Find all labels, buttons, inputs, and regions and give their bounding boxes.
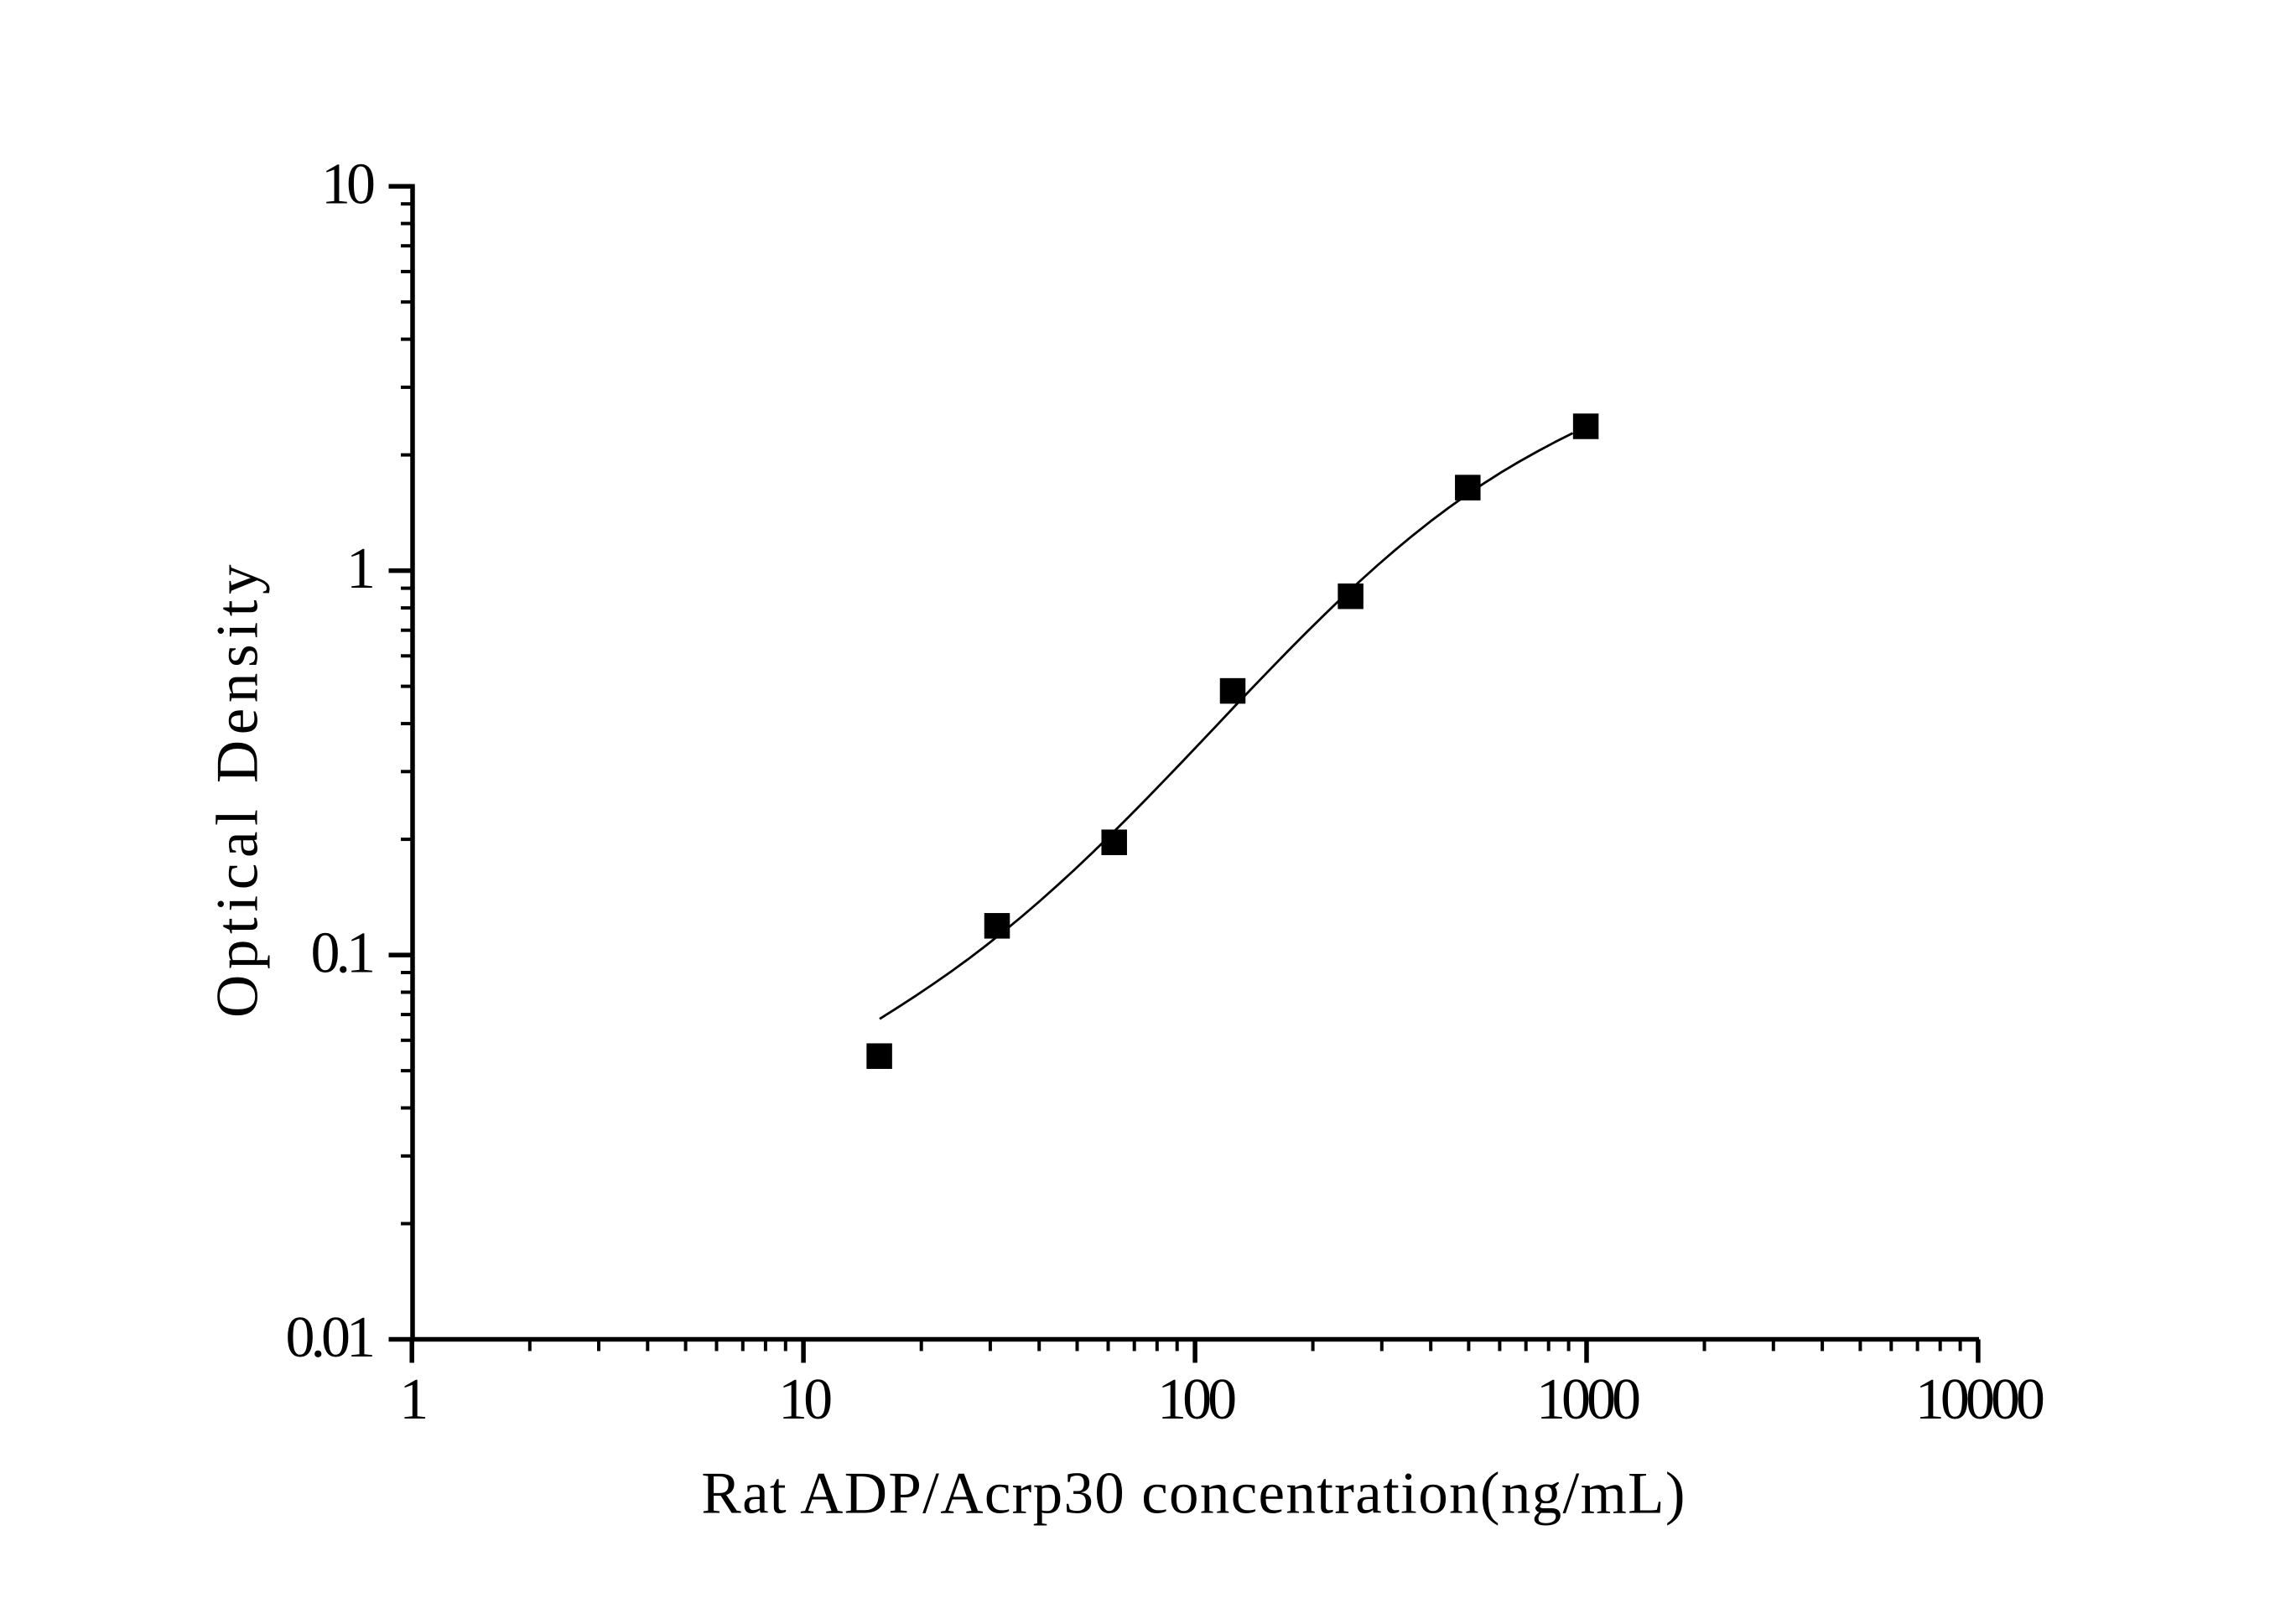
- svg-text:1: 1: [399, 1367, 425, 1432]
- svg-text:10: 10: [321, 153, 374, 217]
- svg-text:Optical Density: Optical Density: [205, 559, 271, 1018]
- svg-text:1: 1: [346, 537, 372, 601]
- svg-text:0.01: 0.01: [286, 1305, 373, 1370]
- svg-text:10000: 10000: [1915, 1367, 2044, 1432]
- svg-text:10: 10: [778, 1367, 831, 1432]
- svg-text:100: 100: [1157, 1367, 1235, 1432]
- svg-text:1000: 1000: [1536, 1367, 1639, 1432]
- svg-text:Rat ADP/Acrp30 concentration(n: Rat ADP/Acrp30 concentration(ng/mL): [701, 1461, 1686, 1527]
- svg-text:0.1: 0.1: [311, 921, 373, 986]
